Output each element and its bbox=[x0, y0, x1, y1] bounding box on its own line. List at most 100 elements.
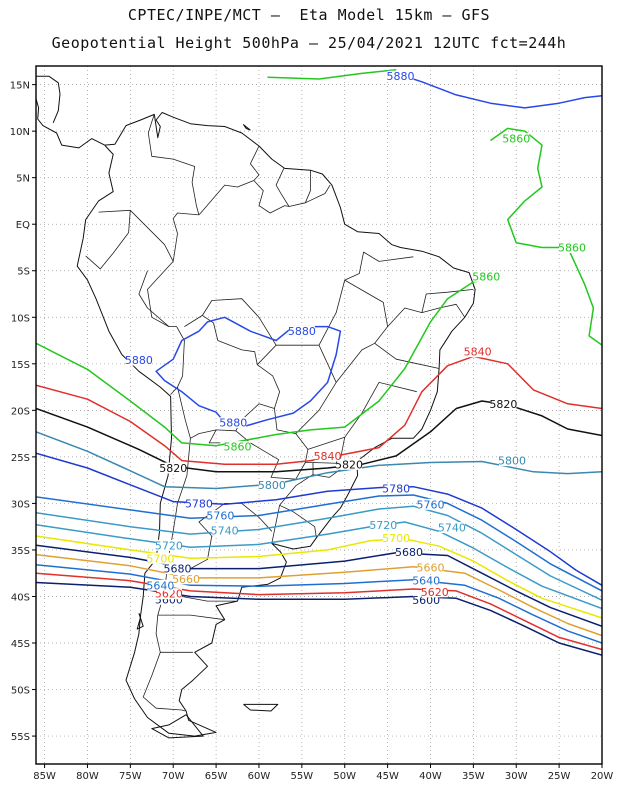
y-tick-label: EQ bbox=[16, 220, 30, 231]
y-tick-label: 50S bbox=[11, 686, 30, 697]
contour-label: 5700 bbox=[382, 532, 410, 545]
contour-label-background bbox=[413, 575, 440, 587]
contour-5800 bbox=[36, 431, 602, 490]
contour-5880 bbox=[155, 316, 342, 428]
contour-label-background bbox=[288, 325, 315, 337]
contour-5860 bbox=[36, 277, 500, 447]
contour-label: 5880 bbox=[219, 416, 247, 429]
contour-label: 5640 bbox=[412, 575, 440, 588]
contour-label: 5780 bbox=[382, 483, 410, 496]
contour-5780 bbox=[36, 452, 602, 586]
height-contours-layer bbox=[36, 68, 602, 656]
contour-label-background bbox=[211, 524, 238, 536]
contour-label-background bbox=[336, 458, 363, 470]
country-border bbox=[147, 114, 200, 216]
contour-label-background bbox=[558, 241, 585, 253]
country-border bbox=[271, 504, 317, 544]
country-border bbox=[198, 145, 260, 216]
x-tick-label: 65W bbox=[205, 771, 228, 782]
contour-5820 bbox=[36, 400, 602, 473]
contour-label: 5700 bbox=[146, 552, 174, 565]
contour-5640 bbox=[36, 564, 602, 644]
contour-label-background bbox=[413, 594, 440, 606]
country-border bbox=[157, 614, 225, 621]
contour-label: 5620 bbox=[155, 588, 183, 601]
country-border bbox=[138, 270, 170, 327]
contour-label-background bbox=[464, 346, 491, 358]
x-tick-label: 75W bbox=[119, 771, 142, 782]
contour-label: 5680 bbox=[395, 546, 423, 559]
country-border bbox=[177, 315, 280, 439]
contour-5840 bbox=[36, 355, 602, 466]
y-tick-label: 10N bbox=[10, 127, 30, 138]
contour-label-background bbox=[173, 573, 200, 585]
contour-label-background bbox=[383, 532, 410, 544]
contour-label: 5660 bbox=[172, 573, 200, 586]
contour-5860 bbox=[490, 127, 602, 346]
x-tick-label: 80W bbox=[76, 771, 99, 782]
country-border bbox=[421, 303, 466, 318]
contour-label: 5860 bbox=[502, 133, 530, 146]
map-title-line-1: CPTEC/INPE/MCT – Eta Model 15km – GFS bbox=[127, 6, 491, 24]
contour-label: 5860 bbox=[472, 270, 500, 283]
contour-label: 5740 bbox=[211, 524, 239, 537]
lat-lon-grid bbox=[36, 66, 603, 764]
y-tick-label: 15N bbox=[10, 81, 30, 92]
contour-label-background bbox=[147, 552, 174, 564]
country-border bbox=[374, 342, 440, 369]
contour-label: 5640 bbox=[146, 579, 174, 592]
x-tick-label: 70W bbox=[162, 771, 185, 782]
coastline bbox=[243, 124, 251, 131]
contour-label-background bbox=[160, 462, 187, 474]
contour-label-background bbox=[164, 563, 191, 575]
contour-label: 5760 bbox=[206, 510, 234, 523]
x-tick-label: 35W bbox=[462, 771, 485, 782]
contour-label: 5720 bbox=[369, 519, 397, 532]
y-tick-label: 45S bbox=[11, 639, 30, 650]
contour-label-background bbox=[220, 416, 247, 428]
contour-label-background bbox=[503, 133, 530, 145]
contour-label-background bbox=[147, 579, 174, 591]
country-border bbox=[387, 289, 474, 327]
contour-label-background bbox=[387, 70, 414, 82]
map-title-line-2: Geopotential Height 500hPa – 25/04/2021 … bbox=[51, 34, 567, 52]
x-tick-label: 60W bbox=[248, 771, 271, 782]
y-tick-label: 5S bbox=[17, 267, 30, 278]
contour-label: 5860 bbox=[224, 441, 252, 454]
contour-label-background bbox=[473, 270, 500, 282]
contour-label: 5880 bbox=[386, 70, 414, 83]
contour-label: 5840 bbox=[464, 346, 492, 359]
country-border bbox=[305, 184, 331, 204]
contour-label: 5820 bbox=[159, 462, 187, 475]
country-border bbox=[172, 212, 199, 262]
country-border bbox=[235, 408, 309, 480]
x-tick-label: 85W bbox=[33, 771, 56, 782]
axis-ticks: 85W 80W 75W 70W 65W 60W 55W 50W 45W 40W 35W 30W 25W 2… bbox=[10, 81, 614, 782]
x-tick-label: 25W bbox=[548, 771, 571, 782]
y-tick-label: 5N bbox=[16, 174, 30, 185]
contour-label-background bbox=[383, 483, 410, 495]
coastline bbox=[36, 75, 61, 123]
country-border bbox=[335, 279, 388, 383]
contour-label-background bbox=[185, 497, 212, 509]
contour-label: 5800 bbox=[258, 479, 286, 492]
y-tick-label: 10S bbox=[11, 313, 30, 324]
contour-label: 5820 bbox=[489, 398, 517, 411]
y-tick-label: 40S bbox=[11, 592, 30, 603]
contour-label-background bbox=[314, 450, 341, 462]
contour-label: 5860 bbox=[558, 241, 586, 254]
y-tick-label: 35S bbox=[11, 546, 30, 557]
country-border bbox=[142, 438, 191, 712]
coastline bbox=[151, 714, 204, 739]
contour-label: 5760 bbox=[416, 498, 444, 511]
x-tick-label: 45W bbox=[376, 771, 399, 782]
country-border bbox=[307, 382, 417, 450]
contour-label-background bbox=[258, 479, 285, 491]
x-tick-label: 50W bbox=[333, 771, 356, 782]
contour-label: 5800 bbox=[498, 455, 526, 468]
coastline bbox=[243, 703, 279, 712]
x-tick-label: 30W bbox=[505, 771, 528, 782]
contour-label-background bbox=[421, 586, 448, 598]
contour-5700 bbox=[36, 535, 602, 619]
contour-label-background bbox=[155, 588, 182, 600]
